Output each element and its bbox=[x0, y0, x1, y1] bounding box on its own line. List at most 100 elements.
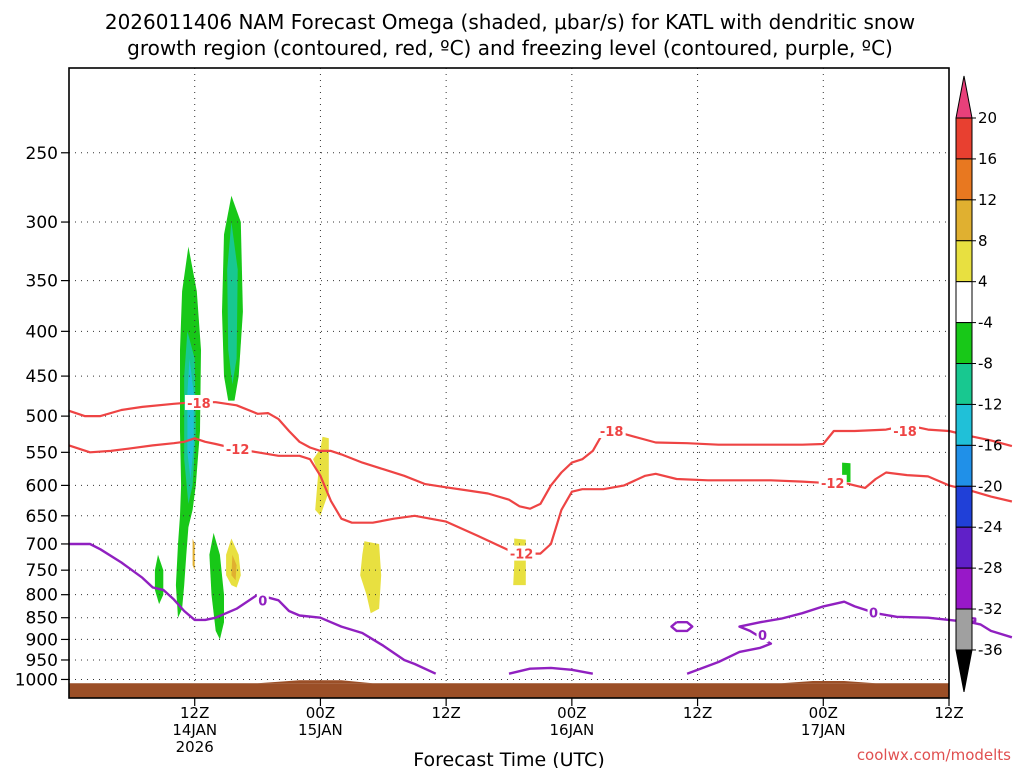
colorbar-label-7: -12 bbox=[978, 395, 1003, 413]
colorbar-label-0: 20 bbox=[978, 109, 997, 127]
x-tick-label-6-2: 2026 bbox=[176, 738, 214, 756]
y-tick-label-450: 450 bbox=[26, 367, 58, 387]
y-tick-label-400: 400 bbox=[26, 322, 58, 342]
x-tick-label-66-0: 00Z bbox=[809, 704, 838, 722]
omega-shading-layer bbox=[154, 195, 851, 640]
colorbar-cell-7 bbox=[955, 363, 973, 405]
dgz-isotherm-0 bbox=[68, 401, 605, 510]
colorbar-cell-13 bbox=[955, 608, 973, 651]
y-tick-label-900: 900 bbox=[26, 630, 58, 650]
colorbar-cell-8 bbox=[955, 403, 973, 446]
freezing-level-contour-0 bbox=[69, 542, 437, 675]
freezing-level-contour-1 bbox=[508, 666, 594, 675]
chart-title-line-1: 2026011406 NAM Forecast Omega (shaded, μ… bbox=[105, 10, 915, 34]
omega-shade-region-13 bbox=[192, 538, 195, 571]
colorbar-legend: 20 16 12 8 4 -4 -8 -12 -16 -20 -24 -28 -32 -36 bbox=[955, 75, 1003, 693]
colorbar-cell-9 bbox=[955, 444, 973, 487]
colorbar-cell-4 bbox=[955, 240, 973, 283]
omega-shade-region-2 bbox=[209, 532, 224, 640]
y-tick-label-1000: 1000 bbox=[15, 670, 58, 690]
x-tick-label-6-0: 12Z bbox=[180, 704, 209, 722]
colorbar-arrow-top bbox=[955, 75, 973, 119]
contour-label-bg-8 bbox=[867, 604, 880, 620]
contour-label-8: 0 bbox=[869, 606, 878, 621]
colorbar-cell-1 bbox=[955, 117, 973, 160]
contour-layer bbox=[68, 401, 1013, 675]
colorbar-cell-2 bbox=[955, 158, 973, 201]
colorbar-cell-10 bbox=[955, 485, 973, 528]
credit-link[interactable]: coolwx.com/modelts bbox=[857, 746, 1011, 764]
terrain-band bbox=[69, 683, 949, 698]
x-tick-label-18-0: 00Z bbox=[306, 704, 335, 722]
colorbar-cell-12 bbox=[955, 567, 973, 610]
y-tick-label-700: 700 bbox=[26, 535, 58, 555]
colorbar-cell-3 bbox=[955, 199, 973, 242]
contour-label-bg-2 bbox=[597, 423, 626, 439]
terrain-bump-2 bbox=[781, 680, 876, 684]
contour-label-7: 0 bbox=[758, 629, 767, 644]
colorbar-label-9: -20 bbox=[978, 477, 1003, 495]
colorbar-label-12: -32 bbox=[978, 600, 1003, 618]
contour-label-bg-1 bbox=[223, 440, 252, 456]
colorbar-label-2: 12 bbox=[978, 191, 997, 209]
omega-shade-region-10 bbox=[360, 541, 382, 614]
x-tick-label-30-0: 12Z bbox=[431, 704, 460, 722]
y-tick-label-500: 500 bbox=[26, 407, 58, 427]
contour-label-1: -12 bbox=[226, 443, 250, 458]
colorbar-label-8: -16 bbox=[978, 436, 1003, 454]
x-tick-label-42-0: 00Z bbox=[557, 704, 586, 722]
terrain-bump bbox=[257, 680, 373, 684]
y-tick-label-650: 650 bbox=[26, 507, 58, 527]
colorbar-label-10: -24 bbox=[978, 518, 1003, 536]
grid-layer bbox=[69, 68, 950, 698]
x-tick-label-78-0: 12Z bbox=[934, 704, 963, 722]
y-tick-label-800: 800 bbox=[26, 586, 58, 606]
contour-label-3: -12 bbox=[510, 548, 534, 563]
y-tick-label-350: 350 bbox=[26, 272, 58, 292]
y-tick-label-250: 250 bbox=[26, 144, 58, 164]
x-tick-label-66-1: 17JAN bbox=[801, 721, 846, 739]
contour-label-bg-6 bbox=[256, 592, 269, 608]
colorbar-label-6: -8 bbox=[978, 355, 993, 373]
contour-label-bg-4 bbox=[818, 474, 847, 490]
contour-label-5: -18 bbox=[893, 425, 917, 440]
y-tick-label-750: 750 bbox=[26, 561, 58, 581]
x-tick-label-18-1: 15JAN bbox=[298, 721, 343, 739]
x-tick-label-6-1: 14JAN bbox=[172, 721, 217, 739]
colorbar-arrow-bottom bbox=[955, 649, 973, 693]
y-tick-label-850: 850 bbox=[26, 609, 58, 629]
contour-label-bg-5 bbox=[891, 423, 919, 439]
y-tick-label-600: 600 bbox=[26, 476, 58, 496]
plot-frame bbox=[68, 67, 950, 699]
omega-shade-region-3 bbox=[154, 554, 164, 605]
colorbar-label-11: -28 bbox=[978, 559, 1003, 577]
x-tick-label-54-0: 12Z bbox=[683, 704, 712, 722]
contour-label-bg-7 bbox=[756, 627, 769, 643]
y-axis: 2503003504004505005506006507007508008509… bbox=[15, 144, 69, 690]
y-tick-label-950: 950 bbox=[26, 651, 58, 671]
colorbar-label-13: -36 bbox=[978, 641, 1003, 659]
freezing-level-contour-3 bbox=[670, 621, 694, 633]
contour-label-6: 0 bbox=[258, 594, 267, 609]
contour-label-bg-3 bbox=[507, 545, 536, 561]
y-tick-label-300: 300 bbox=[26, 213, 58, 233]
chart-title-line-2: growth region (contoured, red, ºC) and f… bbox=[127, 36, 893, 60]
colorbar-cell-6 bbox=[955, 322, 973, 365]
colorbar-cell-11 bbox=[955, 526, 973, 569]
colorbar-label-1: 16 bbox=[978, 150, 997, 168]
omega-shade-region-7 bbox=[187, 358, 194, 479]
contour-label-bg-0 bbox=[184, 394, 213, 410]
omega-shade-region-6 bbox=[227, 222, 238, 385]
x-axis-label: Forecast Time (UTC) bbox=[413, 749, 604, 768]
x-tick-label-42-1: 16JAN bbox=[549, 721, 594, 739]
contour-label-layer: -18 -12 -18 -12 -12 -18 0 0 0 bbox=[184, 394, 919, 644]
contour-label-2: -18 bbox=[600, 425, 624, 440]
contour-label-0: -18 bbox=[187, 397, 211, 412]
omega-shade-region-12 bbox=[231, 554, 237, 581]
y-tick-label-550: 550 bbox=[26, 443, 58, 463]
dgz-isotherm-2 bbox=[68, 437, 1013, 555]
colorbar-label-5: -4 bbox=[978, 314, 993, 332]
colorbar-label-3: 8 bbox=[978, 232, 988, 250]
